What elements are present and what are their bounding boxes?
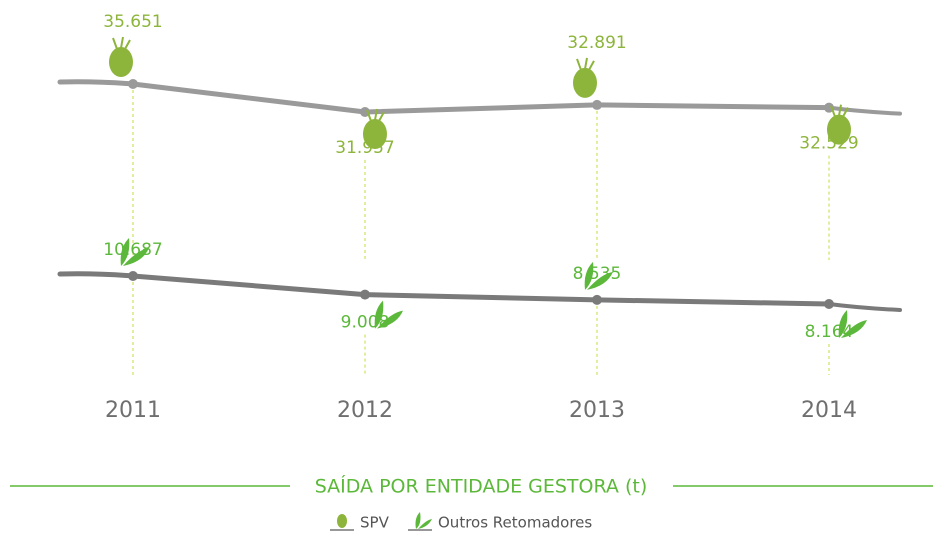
fruit-body bbox=[827, 114, 851, 145]
x-tick-label: 2013 bbox=[569, 398, 625, 423]
branch-end bbox=[827, 302, 902, 312]
value-label: 31.957 bbox=[335, 138, 394, 158]
leaf-shape bbox=[123, 248, 149, 266]
value-label: 9.008 bbox=[341, 313, 390, 333]
fruit-stem bbox=[830, 104, 849, 118]
fruit-stem bbox=[576, 57, 595, 71]
leaf bbox=[838, 310, 867, 338]
leaf-shape bbox=[120, 238, 130, 266]
branch-line bbox=[132, 273, 830, 307]
fruit bbox=[573, 57, 597, 98]
legend-fruit bbox=[337, 514, 347, 528]
legend-leaf bbox=[415, 512, 432, 529]
value-label: 32.891 bbox=[567, 33, 626, 53]
branch-end bbox=[57, 271, 136, 279]
node bbox=[128, 79, 138, 89]
node bbox=[824, 299, 834, 309]
leaf-shape bbox=[377, 310, 403, 329]
fruit-body bbox=[573, 67, 597, 98]
node bbox=[824, 102, 834, 113]
x-tick-label: 2012 bbox=[337, 398, 393, 423]
node bbox=[592, 99, 602, 110]
value-label: 32.529 bbox=[799, 134, 858, 154]
x-tick-label: 2014 bbox=[801, 398, 857, 423]
fruit bbox=[827, 104, 851, 145]
leaf bbox=[374, 300, 403, 329]
legend-label: Outros Retomadores bbox=[438, 514, 592, 532]
leaf bbox=[120, 238, 149, 266]
legend-icon bbox=[330, 514, 354, 531]
leaf-shape bbox=[838, 310, 848, 338]
node bbox=[128, 271, 138, 281]
node bbox=[360, 107, 370, 117]
fruit bbox=[363, 108, 387, 149]
fruit-body bbox=[109, 47, 133, 77]
value-label: 8.164 bbox=[805, 322, 854, 342]
value-label: 10.687 bbox=[103, 240, 162, 260]
node bbox=[592, 294, 602, 305]
leaf-shape bbox=[587, 271, 613, 290]
node bbox=[360, 289, 370, 300]
leaf bbox=[584, 261, 613, 290]
leaf-shape bbox=[584, 261, 594, 290]
chart-title: SAÍDA POR ENTIDADE GESTORA (t) bbox=[315, 475, 648, 498]
branch-end bbox=[827, 105, 902, 116]
fruit bbox=[109, 36, 133, 77]
leaf-shape bbox=[374, 300, 384, 329]
fruit-stem bbox=[366, 108, 385, 122]
fruit-stem bbox=[112, 36, 131, 50]
branch-end bbox=[57, 79, 136, 87]
legend-label: SPV bbox=[360, 514, 390, 532]
branch-line bbox=[132, 81, 830, 115]
value-label: 35.651 bbox=[103, 12, 162, 32]
legend-icon bbox=[408, 512, 432, 531]
value-label: 8.535 bbox=[573, 264, 622, 284]
x-tick-label: 2011 bbox=[105, 398, 161, 423]
leaf-shape bbox=[841, 320, 867, 338]
fruit-body bbox=[363, 119, 387, 149]
